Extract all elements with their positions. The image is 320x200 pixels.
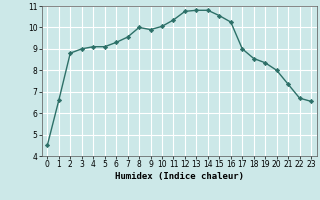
X-axis label: Humidex (Indice chaleur): Humidex (Indice chaleur) [115,172,244,181]
